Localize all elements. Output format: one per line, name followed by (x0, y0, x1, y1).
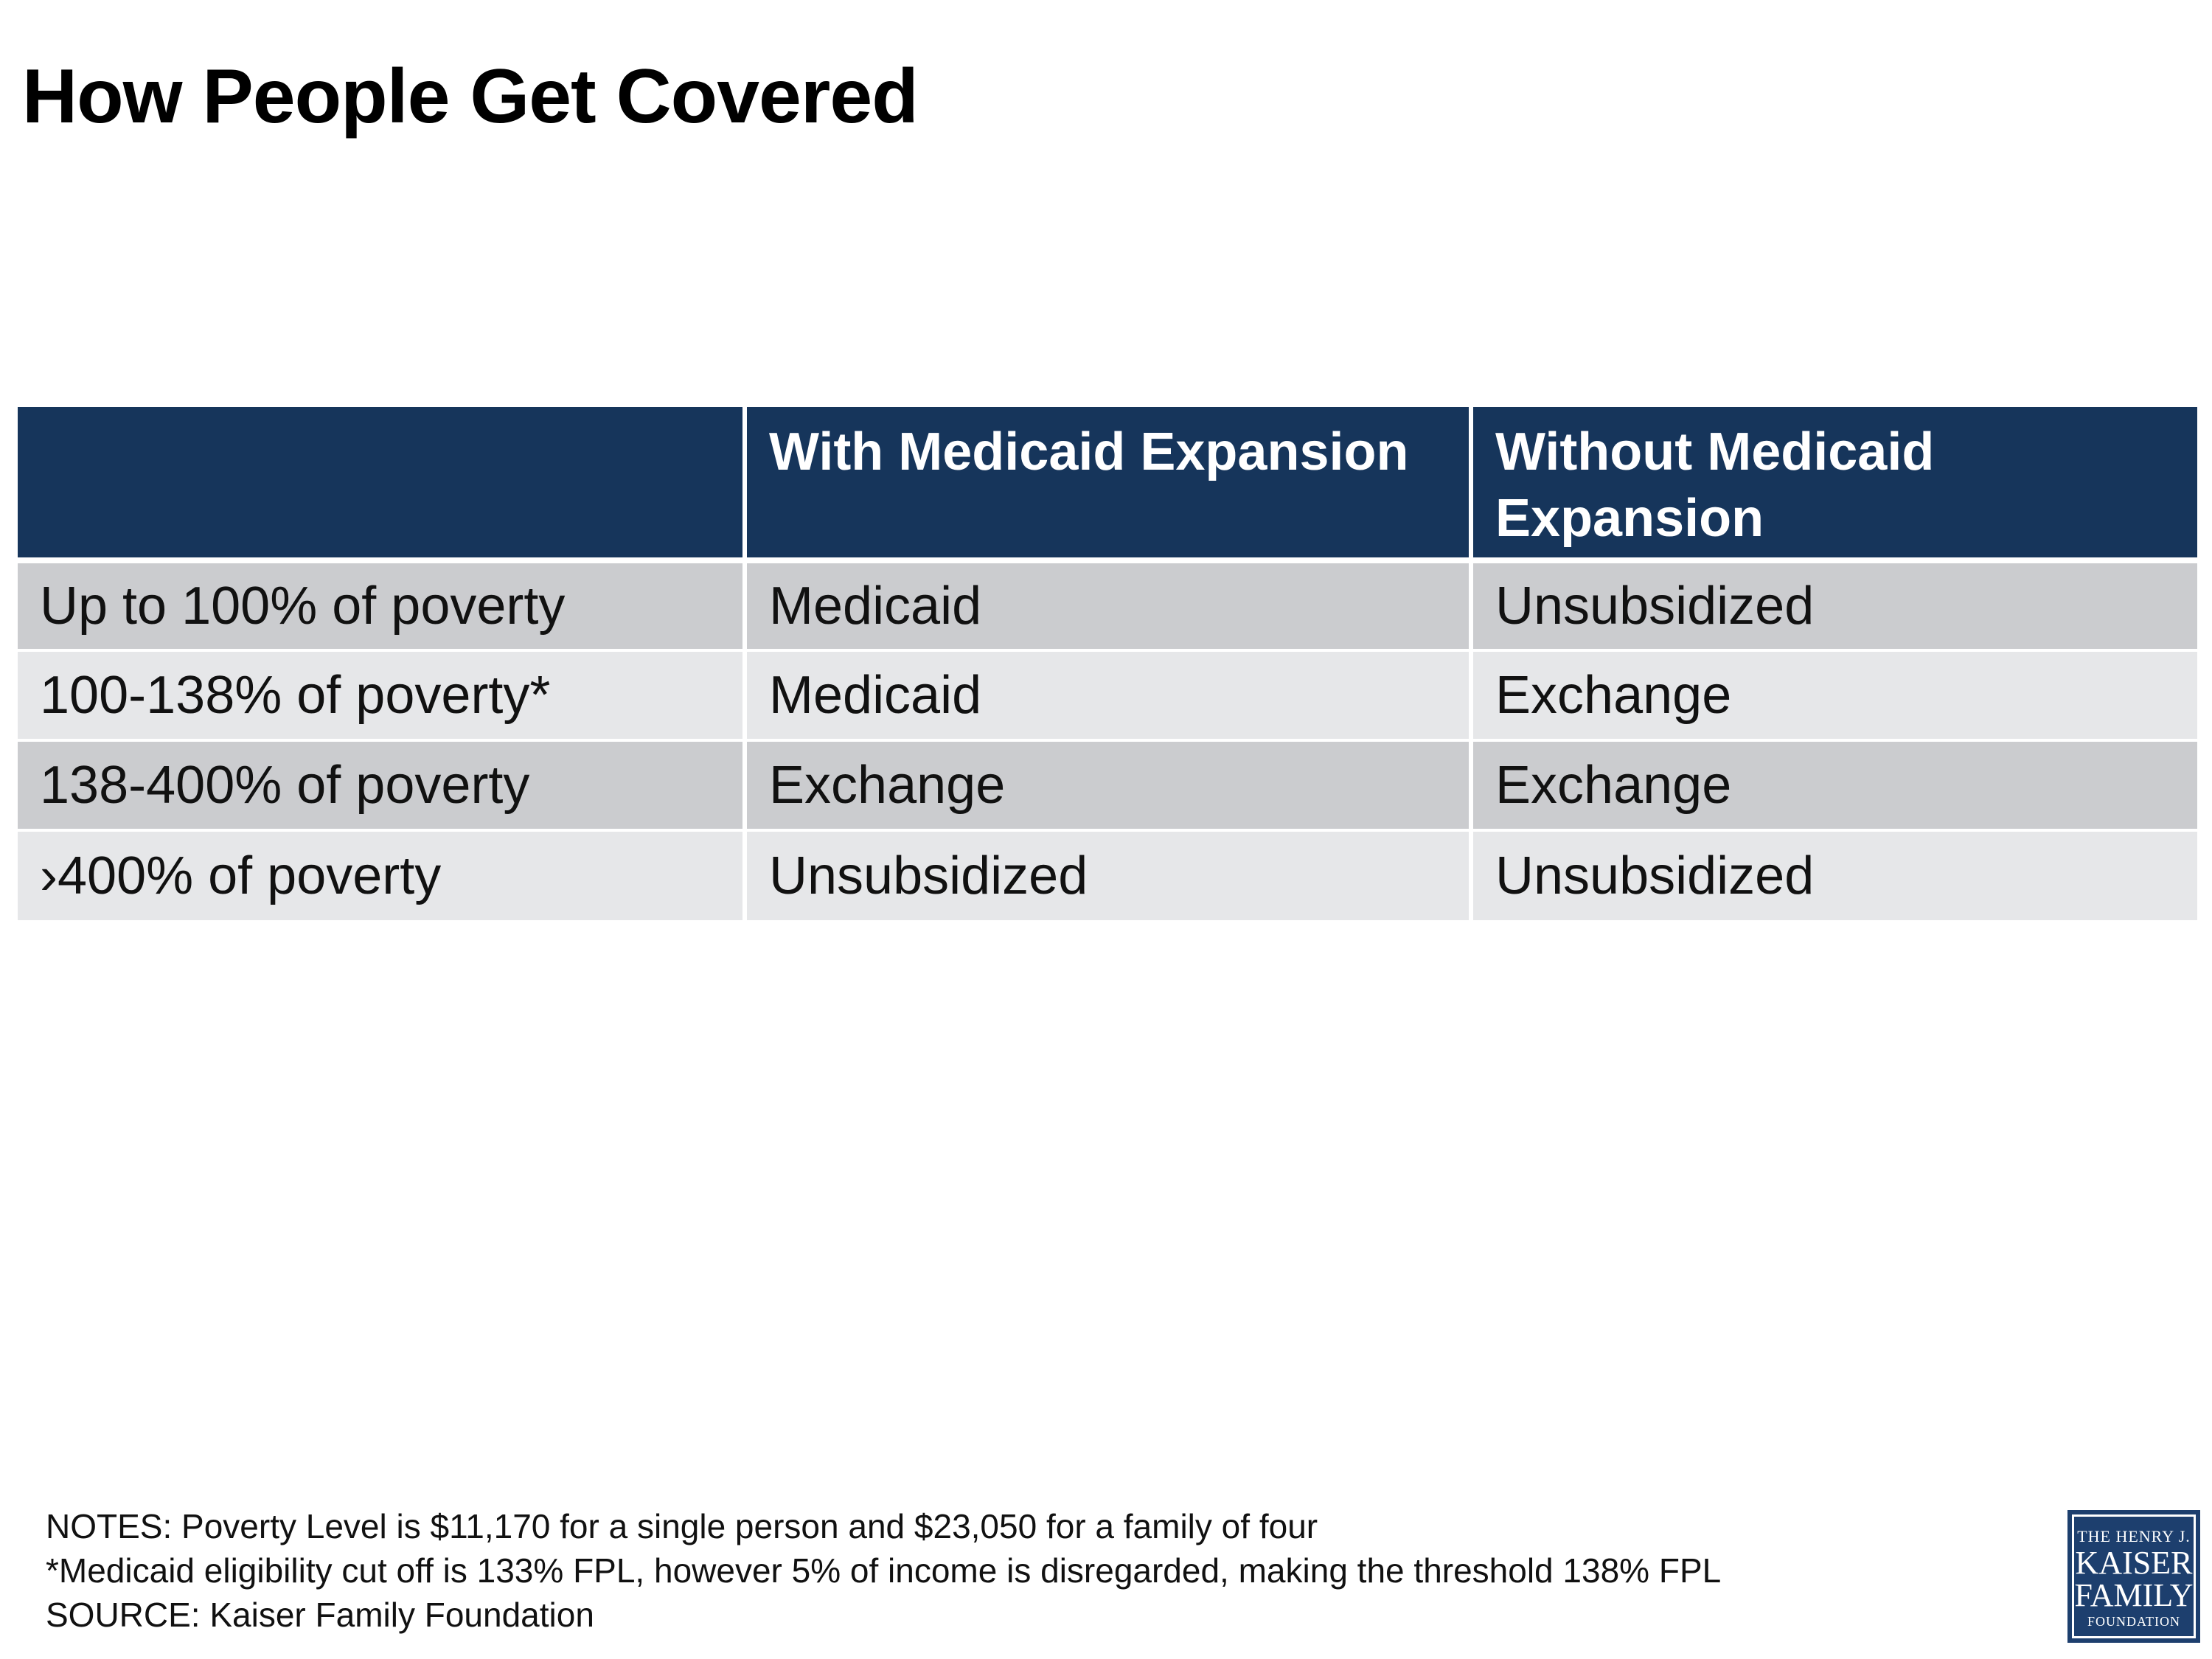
income-level-cell: ›400% of poverty (18, 829, 745, 920)
header-cell-without-expansion: Without Medicaid Expansion (1469, 407, 2197, 563)
coverage-table: With Medicaid Expansion Without Medicaid… (18, 407, 2197, 920)
without-expansion-cell: Unsubsidized (1469, 829, 2197, 920)
income-level-cell: Up to 100% of poverty (18, 559, 745, 650)
table-row: ›400% of poverty Unsubsidized Unsubsidiz… (18, 829, 2197, 920)
with-expansion-cell: Unsubsidized (742, 829, 1471, 920)
income-level-cell: 138-400% of poverty (18, 739, 745, 830)
income-level-cell: 100-138% of poverty* (18, 649, 745, 740)
footnotes: NOTES: Poverty Level is $11,170 for a si… (46, 1504, 1721, 1637)
with-expansion-cell: Medicaid (742, 559, 1471, 650)
footnote-line: *Medicaid eligibility cut off is 133% FP… (46, 1551, 1722, 1590)
header-cell-with-expansion: With Medicaid Expansion (742, 407, 1471, 563)
notes-line: NOTES: Poverty Level is $11,170 for a si… (46, 1507, 1318, 1545)
with-expansion-cell: Medicaid (742, 649, 1471, 740)
with-expansion-cell: Exchange (742, 739, 1471, 830)
page-title: How People Get Covered (22, 54, 919, 139)
table-row: 138-400% of poverty Exchange Exchange (18, 739, 2197, 830)
table-row: Up to 100% of poverty Medicaid Unsubsidi… (18, 559, 2197, 650)
source-line: SOURCE: Kaiser Family Foundation (46, 1596, 594, 1634)
kaiser-family-foundation-logo: THE HENRY J. KAISER FAMILY FOUNDATION (2067, 1510, 2200, 1643)
without-expansion-cell: Unsubsidized (1469, 559, 2197, 650)
table-row: 100-138% of poverty* Medicaid Exchange (18, 649, 2197, 740)
header-cell-income (18, 407, 745, 563)
without-expansion-cell: Exchange (1469, 739, 2197, 830)
without-expansion-cell: Exchange (1469, 649, 2197, 740)
table-header-row: With Medicaid Expansion Without Medicaid… (18, 407, 2197, 563)
